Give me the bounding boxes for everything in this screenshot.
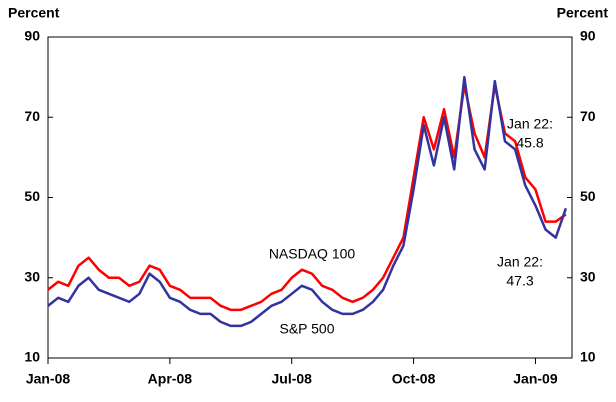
y2-tick-label: 50 [580,188,596,204]
y-tick-label: 50 [24,188,40,204]
end-value-label: 47.3 [506,273,533,289]
y-tick-label: 30 [24,268,40,284]
y2-tick-label: 70 [580,108,596,124]
series-label: NASDAQ 100 [269,246,356,262]
y-axis-label-left: Percent [8,5,60,21]
y-tick-label: 70 [24,108,40,124]
x-tick-label: Jan-09 [513,371,558,387]
y2-tick-label: 30 [580,268,596,284]
end-value-label: 45.8 [516,135,543,151]
y2-tick-label: 10 [580,349,596,365]
y-axis-label-right: Percent [557,5,609,21]
y-tick-label: 90 [24,28,40,44]
annotation: Jan 22: [497,254,543,270]
annotation: Jan 22: [507,116,553,132]
x-tick-label: Jul-08 [271,371,312,387]
x-tick-label: Oct-08 [392,371,436,387]
series-label: S&P 500 [279,321,334,337]
y-tick-label: 10 [24,349,40,365]
y2-tick-label: 90 [580,28,596,44]
line-series [47,75,568,328]
line-series [47,83,567,312]
x-tick-label: Jan-08 [26,371,71,387]
x-tick-label: Apr-08 [148,371,193,387]
